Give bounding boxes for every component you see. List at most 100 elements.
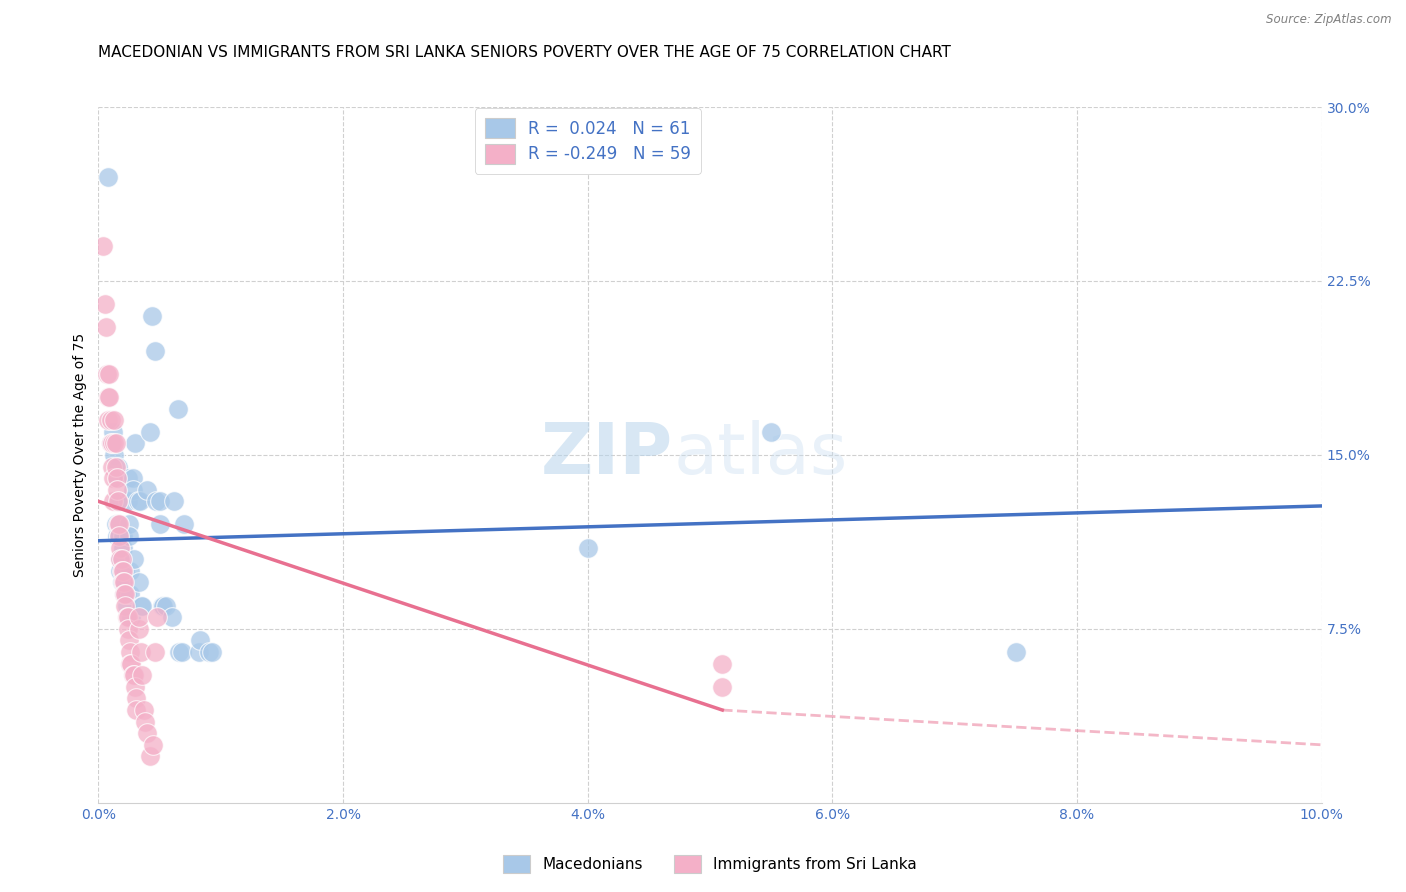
Point — [111, 552, 134, 566]
Point — [118, 517, 141, 532]
Point — [197, 645, 219, 659]
Point — [104, 517, 127, 532]
Point — [111, 529, 134, 543]
Point — [170, 645, 193, 659]
Point — [108, 529, 131, 543]
Point — [108, 494, 131, 508]
Point — [118, 633, 141, 648]
Point — [107, 494, 129, 508]
Point — [105, 494, 128, 508]
Y-axis label: Seniors Poverty Over the Age of 75: Seniors Poverty Over the Age of 75 — [73, 333, 87, 577]
Point — [131, 599, 153, 613]
Point — [94, 320, 117, 334]
Point — [167, 401, 190, 416]
Text: ZIP: ZIP — [541, 420, 673, 490]
Point — [101, 436, 124, 450]
Point — [111, 564, 134, 578]
Point — [115, 587, 138, 601]
Point — [96, 367, 118, 381]
Point — [122, 552, 145, 566]
Point — [124, 680, 146, 694]
Point — [105, 483, 128, 497]
Point — [117, 622, 139, 636]
Point — [120, 587, 142, 601]
Point — [141, 309, 163, 323]
Point — [142, 738, 165, 752]
Point — [111, 541, 134, 555]
Point — [711, 680, 734, 694]
Point — [188, 633, 211, 648]
Point — [128, 622, 150, 636]
Point — [98, 367, 121, 381]
Point — [131, 668, 153, 682]
Point — [149, 517, 172, 532]
Point — [93, 297, 115, 311]
Point — [121, 471, 143, 485]
Point — [101, 471, 124, 485]
Point — [111, 564, 134, 578]
Point — [187, 645, 209, 659]
Point — [163, 494, 186, 508]
Point — [134, 714, 156, 729]
Point — [97, 413, 120, 427]
Point — [129, 599, 152, 613]
Point — [111, 575, 134, 590]
Point — [100, 436, 122, 450]
Point — [1004, 645, 1026, 659]
Point — [145, 494, 167, 508]
Point — [100, 413, 122, 427]
Point — [111, 575, 134, 590]
Point — [121, 483, 143, 497]
Point — [128, 575, 150, 590]
Point — [101, 425, 124, 439]
Point — [127, 494, 149, 508]
Point — [143, 645, 166, 659]
Point — [103, 413, 125, 427]
Point — [103, 436, 125, 450]
Point — [108, 517, 131, 532]
Point — [114, 575, 136, 590]
Point — [167, 645, 190, 659]
Text: MACEDONIAN VS IMMIGRANTS FROM SRI LANKA SENIORS POVERTY OVER THE AGE OF 75 CORRE: MACEDONIAN VS IMMIGRANTS FROM SRI LANKA … — [98, 45, 952, 60]
Point — [112, 575, 135, 590]
Point — [128, 610, 150, 624]
Point — [129, 494, 152, 508]
Point — [121, 668, 143, 682]
Point — [107, 517, 129, 532]
Point — [97, 390, 120, 404]
Text: atlas: atlas — [673, 420, 848, 490]
Point — [139, 749, 162, 764]
Point — [112, 587, 135, 601]
Point — [114, 599, 136, 613]
Point — [117, 610, 139, 624]
Point — [108, 529, 131, 543]
Point — [120, 564, 142, 578]
Point — [160, 610, 183, 624]
Text: Source: ZipAtlas.com: Source: ZipAtlas.com — [1267, 13, 1392, 27]
Point — [120, 657, 142, 671]
Point — [149, 494, 172, 508]
Legend: Macedonians, Immigrants from Sri Lanka: Macedonians, Immigrants from Sri Lanka — [496, 849, 924, 879]
Point — [98, 390, 121, 404]
Point — [101, 459, 124, 474]
Point — [114, 564, 136, 578]
Point — [115, 599, 138, 613]
Point — [100, 436, 122, 450]
Point — [112, 575, 135, 590]
Point — [91, 239, 114, 253]
Point — [711, 657, 734, 671]
Point — [112, 587, 135, 601]
Point — [155, 599, 177, 613]
Point — [110, 541, 132, 555]
Point — [118, 529, 141, 543]
Point — [120, 645, 142, 659]
Point — [104, 436, 127, 450]
Point — [124, 436, 146, 450]
Point — [150, 599, 173, 613]
Point — [110, 552, 132, 566]
Point — [103, 448, 125, 462]
Point — [129, 645, 152, 659]
Point — [125, 691, 148, 706]
Point — [139, 425, 162, 439]
Point — [136, 483, 159, 497]
